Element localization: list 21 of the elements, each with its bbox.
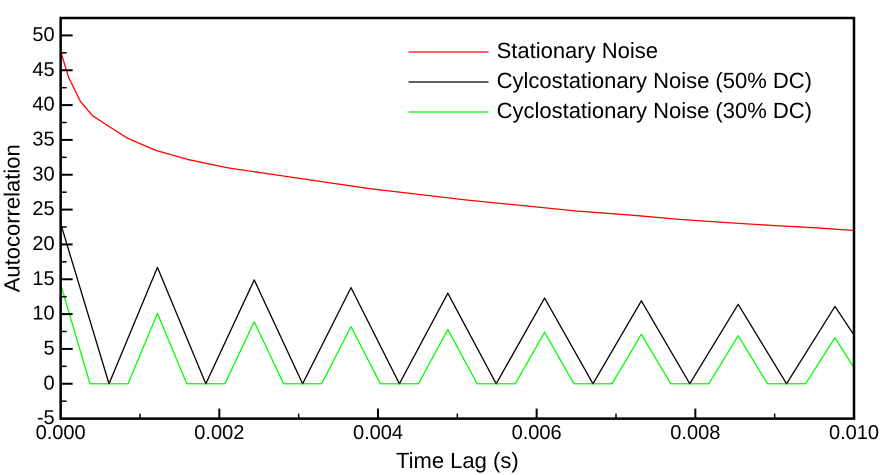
y-tick-label: 20 [32,232,55,255]
x-tick-label: 0.010 [828,422,880,444]
x-tick-label: 0.004 [352,422,404,444]
y-tick-label: 35 [32,128,55,150]
x-tick-label: 0.006 [512,422,562,444]
y-tick-label: 5 [44,337,55,360]
y-tick-label: 45 [32,58,55,81]
legend-label: Stationary Noise [496,38,658,64]
y-tick-label: 50 [32,24,55,46]
y-tick-label: 0 [44,372,55,394]
legend-label: Cyclostationary Noise (30% DC) [496,98,812,124]
x-axis-title: Time Lag (s) [396,448,519,473]
y-tick-label: 25 [32,198,55,220]
x-tick-label: 0.002 [194,422,244,444]
y-axis-title: Autocorrelation [0,144,24,292]
legend-label: Cylcostationary Noise (50% DC) [496,68,812,94]
y-tick-label: 30 [32,163,55,186]
y-tick-label: 15 [32,268,55,290]
y-tick-label: 10 [32,302,55,325]
x-tick-label: 0.008 [670,422,720,444]
y-tick-label: 40 [32,94,55,116]
